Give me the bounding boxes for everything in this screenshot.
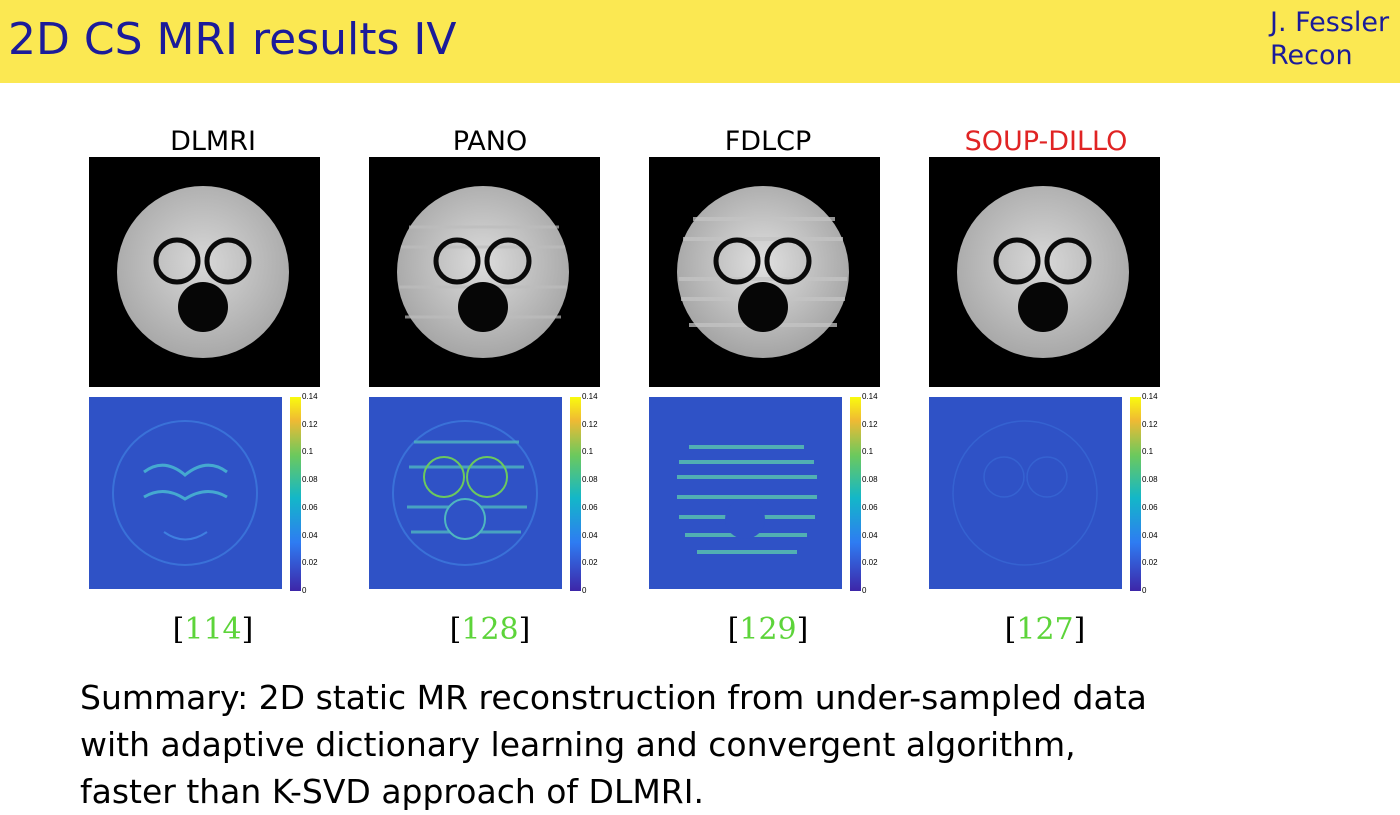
column-label-fdlcp: FDLCP <box>724 126 812 157</box>
colorbar-soup-dillo-tick: 0.08 <box>1142 475 1158 484</box>
column-label-pano: PANO <box>452 126 528 157</box>
colorbar-pano-tick: 0 <box>582 586 587 595</box>
summary-line: Summary: 2D static MR reconstruction fro… <box>80 678 1147 717</box>
recon-image-pano <box>369 157 600 387</box>
summary-text: Summary: 2D static MR reconstruction fro… <box>80 674 1147 815</box>
error-map-fdlcp <box>649 397 842 589</box>
citation-link-dlmri[interactable]: 114 <box>184 612 242 647</box>
colorbar-pano-tick: 0.02 <box>582 558 598 567</box>
colorbar-soup-dillo-tick: 0.04 <box>1142 531 1158 540</box>
colorbar-dlmri-tick: 0.04 <box>302 531 318 540</box>
column-label-soup-dillo: SOUP-DILLO <box>964 126 1128 157</box>
colorbar-dlmri-tick: 0.12 <box>302 420 318 429</box>
citation-link-pano[interactable]: 128 <box>461 612 519 647</box>
colorbar-soup-dillo-tick: 0.06 <box>1142 503 1158 512</box>
colorbar-fdlcp <box>850 397 861 591</box>
colorbar-dlmri-tick: 0.1 <box>302 447 314 456</box>
colorbar-pano-tick: 0.12 <box>582 420 598 429</box>
author-block: J. Fessler Recon <box>1270 6 1389 72</box>
colorbar-dlmri-tick: 0.14 <box>302 392 318 401</box>
colorbar-fdlcp-tick: 0.06 <box>862 503 878 512</box>
colorbar-fdlcp-tick: 0.14 <box>862 392 878 401</box>
colorbar-fdlcp-tick: 0.04 <box>862 531 878 540</box>
error-map-pano <box>369 397 562 589</box>
citation-fdlcp: [129] <box>727 612 809 647</box>
colorbar-soup-dillo-tick: 0.14 <box>1142 392 1158 401</box>
colorbar-pano-tick: 0.04 <box>582 531 598 540</box>
error-map-soup-dillo <box>929 397 1122 589</box>
citation-dlmri: [114] <box>172 612 254 647</box>
colorbar-soup-dillo-tick: 0.12 <box>1142 420 1158 429</box>
citation-link-soup-dillo[interactable]: 127 <box>1016 612 1074 647</box>
summary-line: faster than K-SVD approach of DLMRI. <box>80 772 704 811</box>
slide-header: 2D CS MRI results IV J. Fessler Recon <box>0 0 1400 83</box>
colorbar-dlmri-tick: 0.08 <box>302 475 318 484</box>
column-label-dlmri: DLMRI <box>170 126 256 157</box>
colorbar-pano-tick: 0.1 <box>582 447 594 456</box>
slide-title: 2D CS MRI results IV <box>8 14 457 65</box>
colorbar-fdlcp-tick: 0.08 <box>862 475 878 484</box>
colorbar-fdlcp-tick: 0.1 <box>862 447 874 456</box>
colorbar-pano-tick: 0.14 <box>582 392 598 401</box>
citation-link-fdlcp[interactable]: 129 <box>739 612 797 647</box>
colorbar-soup-dillo-tick: 0 <box>1142 586 1147 595</box>
colorbar-soup-dillo <box>1130 397 1141 591</box>
colorbar-pano-tick: 0.06 <box>582 503 598 512</box>
colorbar-dlmri-tick: 0.02 <box>302 558 318 567</box>
recon-image-fdlcp <box>649 157 880 387</box>
citation-pano: [128] <box>449 612 531 647</box>
colorbar-soup-dillo-tick: 0.02 <box>1142 558 1158 567</box>
error-map-dlmri <box>89 397 282 589</box>
colorbar-dlmri <box>290 397 301 591</box>
summary-line: with adaptive dictionary learning and co… <box>80 725 1076 764</box>
citation-soup-dillo: [127] <box>1004 612 1086 647</box>
section-name: Recon <box>1270 40 1353 71</box>
colorbar-pano <box>570 397 581 591</box>
author-name: J. Fessler <box>1270 7 1390 38</box>
colorbar-soup-dillo-tick: 0.1 <box>1142 447 1154 456</box>
recon-image-soup-dillo <box>929 157 1160 387</box>
colorbar-fdlcp-tick: 0.12 <box>862 420 878 429</box>
colorbar-fdlcp-tick: 0 <box>862 586 867 595</box>
recon-image-dlmri <box>89 157 320 387</box>
colorbar-dlmri-tick: 0 <box>302 586 307 595</box>
colorbar-pano-tick: 0.08 <box>582 475 598 484</box>
colorbar-dlmri-tick: 0.06 <box>302 503 318 512</box>
colorbar-fdlcp-tick: 0.02 <box>862 558 878 567</box>
